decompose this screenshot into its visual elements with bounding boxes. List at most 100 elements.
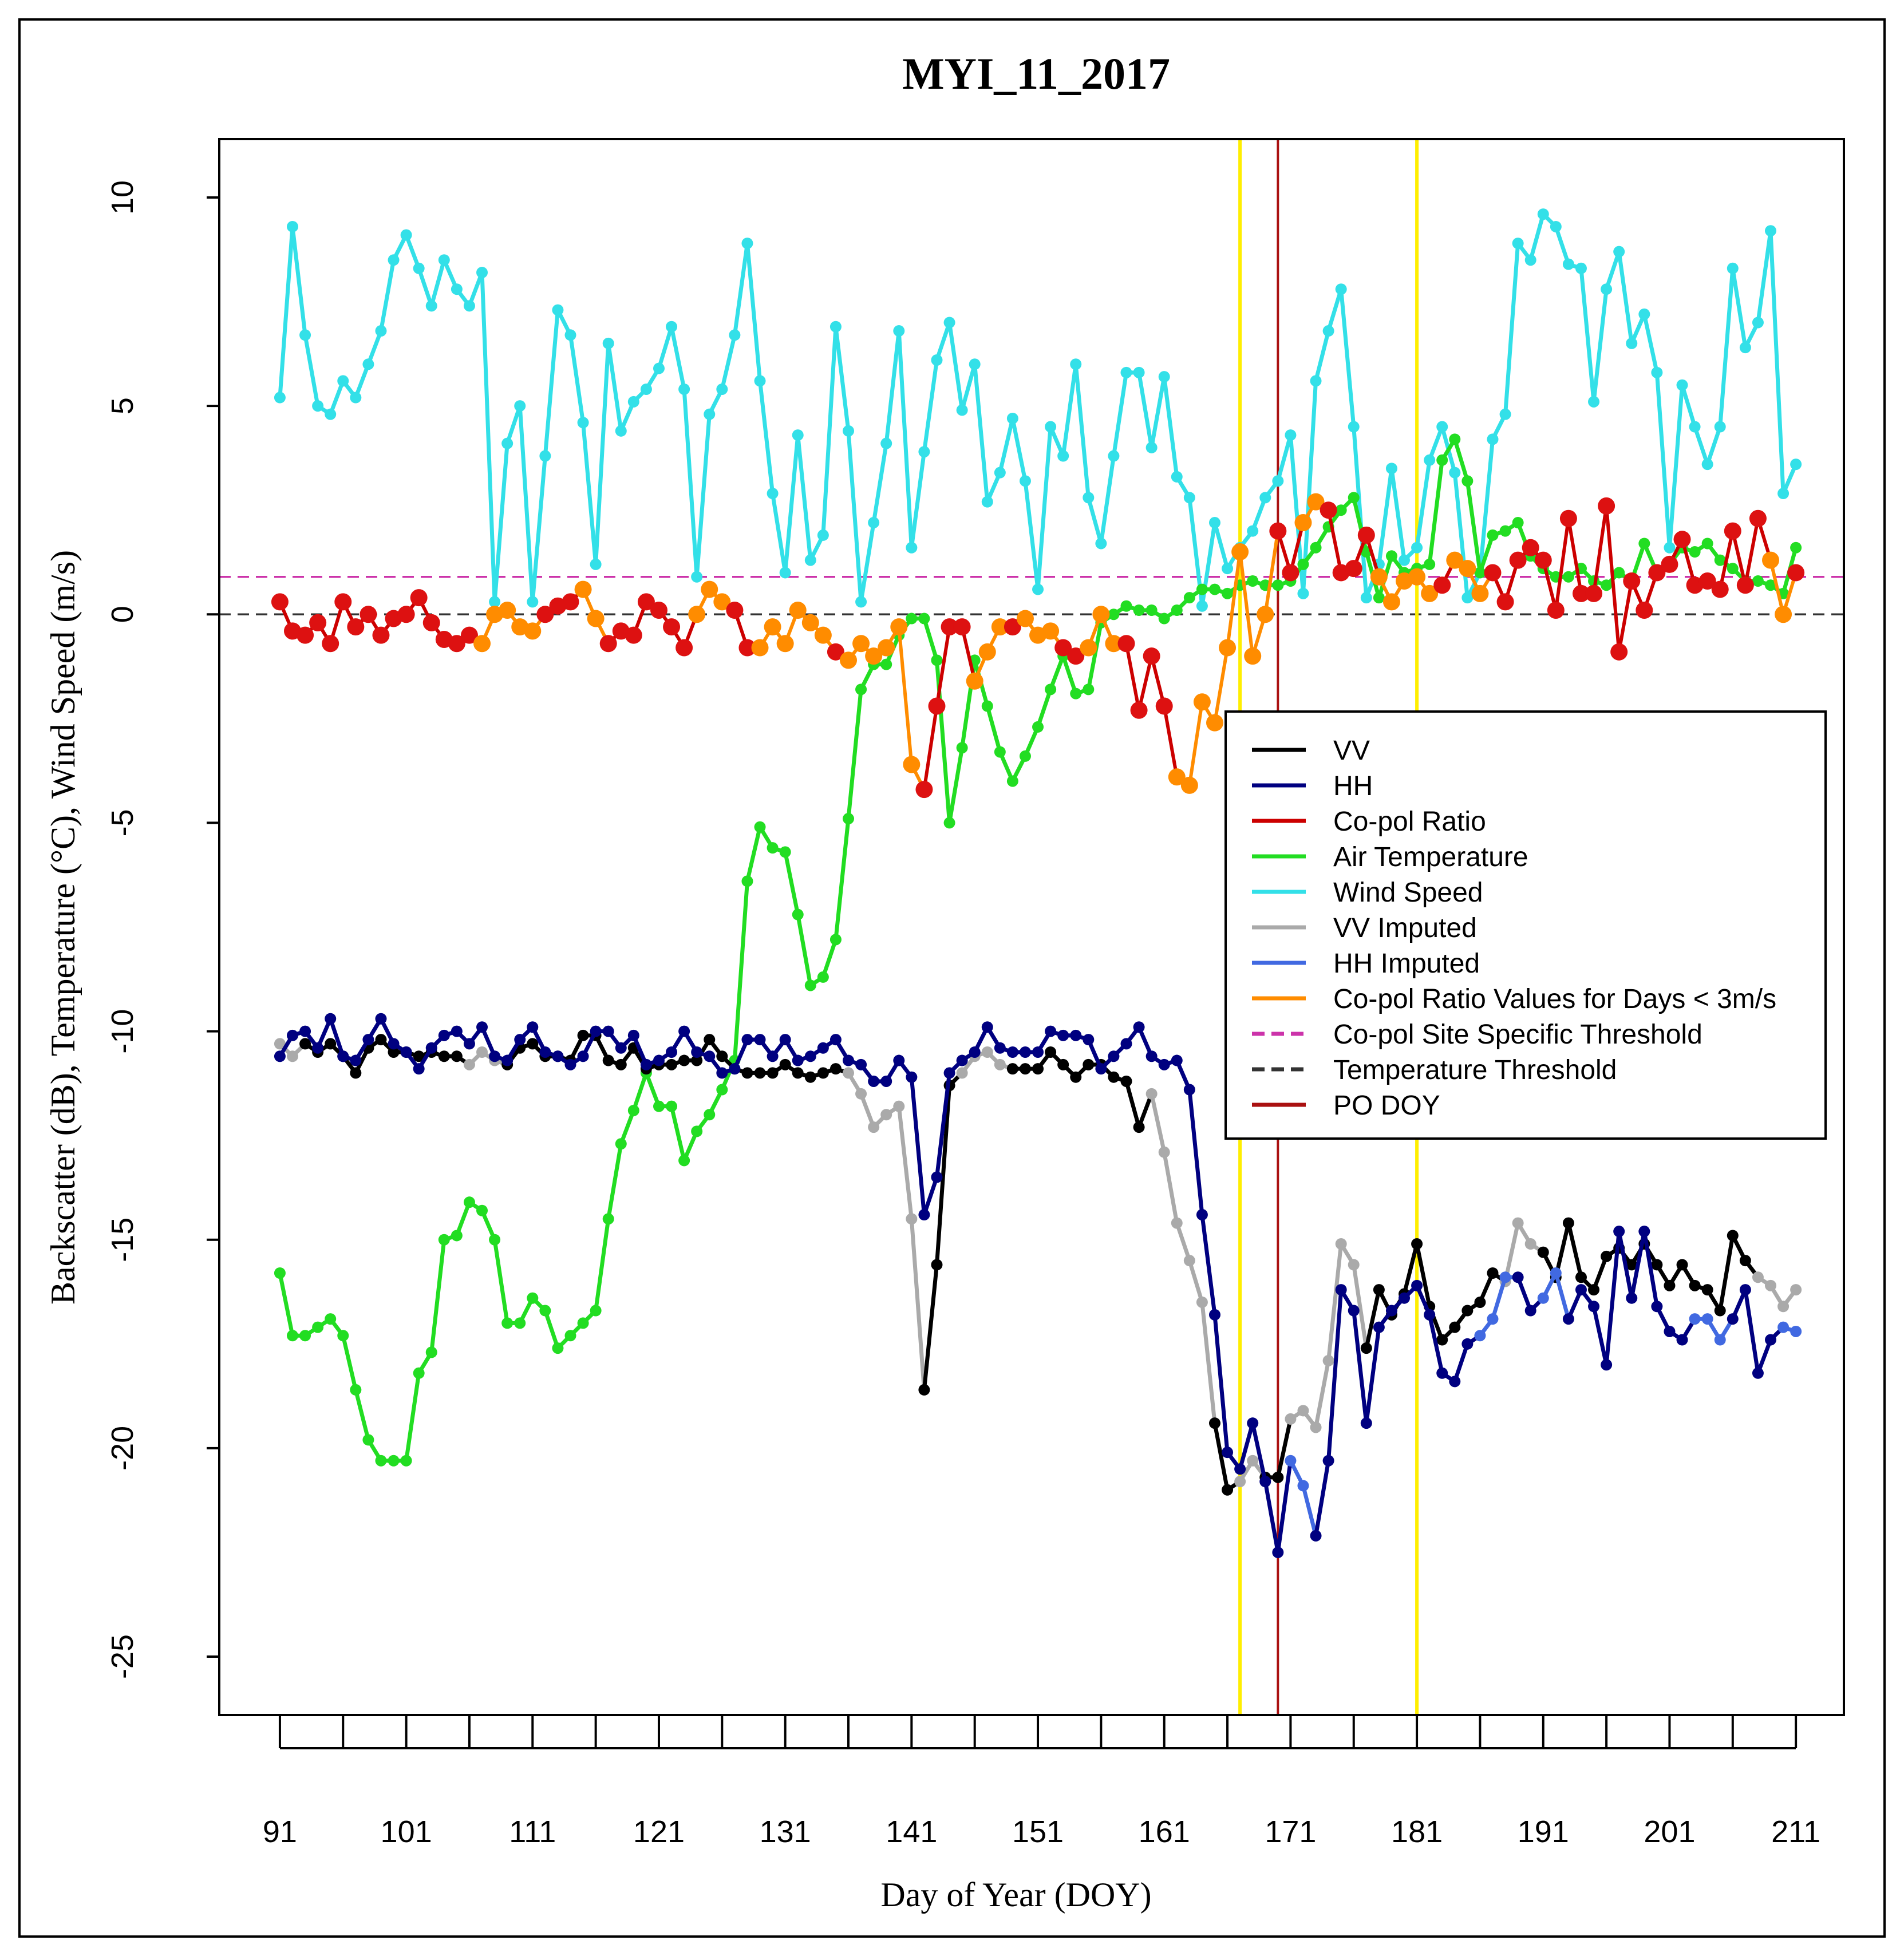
hh-point	[956, 1054, 968, 1066]
hh-point	[678, 1025, 690, 1037]
wind-point	[1183, 492, 1195, 504]
wind-segment	[1756, 228, 1773, 325]
wind-segment	[1314, 329, 1331, 383]
wind-segment	[1301, 378, 1318, 596]
copol-point	[1193, 693, 1211, 711]
copol-point	[966, 672, 983, 690]
air_temp-segment	[619, 1108, 636, 1146]
air_temp-point	[1108, 608, 1120, 621]
hh-point	[362, 1034, 374, 1046]
copol-point	[1585, 584, 1603, 602]
vv-point	[375, 1034, 387, 1046]
air_temp-segment	[543, 1309, 560, 1350]
air_temp-segment	[922, 617, 939, 662]
wind-point	[564, 329, 576, 341]
wind-segment	[922, 358, 939, 454]
hh-point	[1259, 1476, 1271, 1488]
wind-point	[514, 400, 526, 412]
vv-point	[1285, 1413, 1297, 1425]
air_temp-point	[653, 1100, 665, 1112]
vv-point	[1133, 1121, 1145, 1133]
air_temp-point	[400, 1455, 412, 1467]
copol-point	[347, 618, 365, 636]
vv-point	[1676, 1259, 1688, 1271]
vv-point	[843, 1067, 855, 1079]
copol-point	[713, 593, 731, 611]
hh-segment	[1629, 1229, 1646, 1301]
wind-segment	[720, 333, 737, 392]
air_temp-point	[438, 1234, 450, 1246]
hh-point	[577, 1050, 589, 1062]
x-axis-label: Day of Year (DOY)	[880, 1876, 1151, 1914]
wind-point	[1638, 308, 1650, 320]
vv-segment	[1137, 1092, 1154, 1129]
copol-point	[915, 781, 933, 799]
wind-point	[843, 425, 855, 437]
hh-point	[1613, 1226, 1625, 1238]
vv-segment	[1566, 1221, 1583, 1279]
copol-point	[625, 626, 642, 644]
copol-point	[1787, 564, 1805, 582]
copol-point	[1269, 522, 1287, 540]
hh-point	[1411, 1279, 1423, 1291]
copol-point	[1370, 568, 1388, 586]
vv-point	[451, 1050, 463, 1062]
vv-point	[463, 1058, 475, 1070]
vv-point	[1651, 1259, 1663, 1271]
copol-point	[1421, 584, 1439, 602]
hh-point	[1790, 1325, 1802, 1337]
x-tick-label: 201	[1644, 1815, 1695, 1849]
x-tick-label: 171	[1265, 1815, 1316, 1849]
wind-point	[1739, 342, 1751, 354]
vv-segment	[1591, 1254, 1609, 1292]
hh-point	[1045, 1025, 1057, 1037]
copol-segment	[1769, 558, 1786, 617]
wind-segment	[505, 404, 522, 446]
air_temp-segment	[1048, 654, 1065, 691]
hh-point	[1158, 1058, 1170, 1070]
copol-point	[574, 580, 592, 598]
wind-segment	[859, 520, 876, 604]
air_temp-segment	[1452, 437, 1470, 483]
vv-point	[1083, 1058, 1095, 1070]
wind-point	[817, 529, 829, 541]
copol-segment	[1592, 504, 1609, 595]
hh-point	[943, 1067, 955, 1079]
copol-point	[1484, 564, 1502, 582]
wind-segment	[290, 224, 307, 337]
copol-point	[941, 618, 958, 636]
hh-point	[1208, 1309, 1220, 1321]
wind-segment	[1099, 454, 1116, 546]
air_temp-point	[375, 1455, 387, 1467]
wind-segment	[429, 258, 447, 308]
hh-point	[1120, 1038, 1132, 1050]
air_temp-point	[1019, 750, 1031, 762]
wind-segment	[909, 449, 926, 550]
copol-segment	[1137, 654, 1154, 712]
vv-point	[1196, 1296, 1208, 1308]
air_temp-point	[1070, 687, 1082, 700]
wind-segment	[821, 325, 838, 538]
air_temp-point	[286, 1330, 298, 1342]
wind-point	[754, 375, 766, 387]
hh-point	[1019, 1046, 1031, 1058]
air_temp-point	[1373, 592, 1385, 604]
air_temp-point	[615, 1138, 627, 1150]
air_temp-point	[1133, 604, 1145, 616]
copol-point	[1092, 606, 1110, 623]
air_temp-segment	[669, 1104, 686, 1163]
copol-point	[473, 635, 491, 653]
legend-label: Co-pol Ratio	[1333, 807, 1486, 837]
wind-point	[1006, 412, 1018, 424]
air_temp-segment	[492, 1238, 509, 1325]
y-axis-label: Backscatter (dB), Temperature (°C), Wind…	[44, 550, 82, 1305]
air_temp-point	[1032, 721, 1044, 733]
wind-point	[476, 267, 488, 279]
hh-point	[1032, 1046, 1044, 1058]
vv-point	[1701, 1284, 1713, 1296]
air_temp-point	[855, 683, 867, 696]
vv-segment	[1275, 1417, 1293, 1480]
wind-point	[704, 408, 716, 420]
wind-point	[855, 596, 867, 608]
hh-segment	[1263, 1479, 1280, 1555]
